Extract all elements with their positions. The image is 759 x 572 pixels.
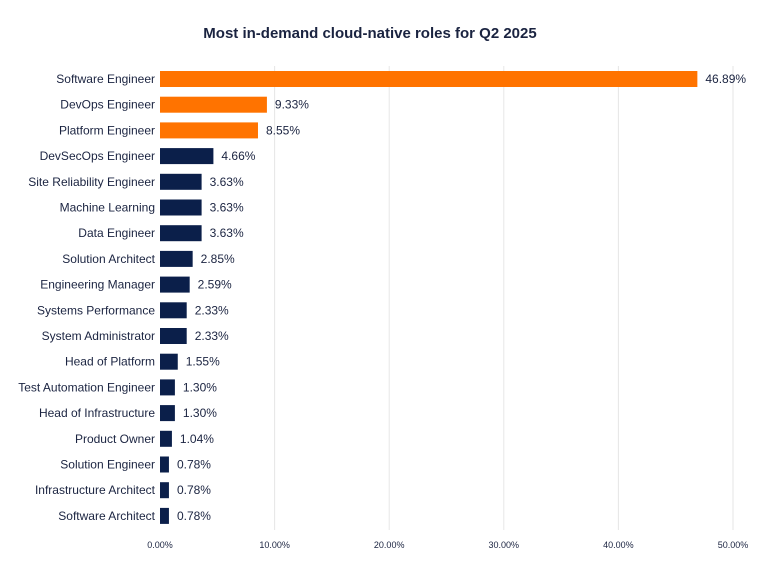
bars <box>160 71 698 524</box>
value-label: 1.30% <box>183 406 217 420</box>
bar <box>160 379 175 396</box>
category-label: Site Reliability Engineer <box>28 175 155 189</box>
bar <box>160 173 202 190</box>
x-tick-label: 30.00% <box>489 540 520 550</box>
bar <box>160 96 267 113</box>
category-label: System Administrator <box>42 329 155 343</box>
value-label: 2.85% <box>201 252 235 266</box>
x-tick-label: 50.00% <box>718 540 749 550</box>
x-tick-label: 20.00% <box>374 540 405 550</box>
category-label: Systems Performance <box>37 303 155 317</box>
bar <box>160 328 187 344</box>
category-label: Engineering Manager <box>40 278 155 292</box>
grid-lines <box>274 66 734 530</box>
value-label: 0.78% <box>177 509 211 523</box>
value-labels: 46.89% 9.33% 8.55% 4.66% 3.63% 3.63% 3.63% 2.85… <box>177 72 746 523</box>
bar <box>160 148 214 165</box>
category-labels: Software Engineer DevOps Engineer Platform… <box>18 72 155 523</box>
value-label: 1.55% <box>186 355 220 369</box>
value-label: 2.59% <box>198 278 232 292</box>
value-label: 2.33% <box>195 329 229 343</box>
bar <box>160 353 178 370</box>
value-label: 8.55% <box>266 123 300 137</box>
bar <box>160 122 258 139</box>
bar <box>160 456 169 473</box>
value-label: 0.78% <box>177 483 211 497</box>
value-label: 1.30% <box>183 380 217 394</box>
category-label: Product Owner <box>75 432 155 446</box>
bar <box>160 276 190 293</box>
value-label: 1.04% <box>180 432 214 446</box>
category-label: DevSecOps Engineer <box>40 149 155 163</box>
category-label: Head of Infrastructure <box>39 406 155 420</box>
category-label: Software Architect <box>58 509 155 523</box>
category-label: Platform Engineer <box>59 123 155 137</box>
bar <box>160 482 169 499</box>
x-tick-label: 10.00% <box>259 540 290 550</box>
value-label: 0.78% <box>177 458 211 472</box>
value-label: 46.89% <box>705 72 746 86</box>
bar <box>160 225 202 242</box>
bar <box>160 250 193 267</box>
value-label: 2.33% <box>195 303 229 317</box>
category-label: Infrastructure Architect <box>35 483 156 497</box>
bar <box>160 405 175 422</box>
category-label: Data Engineer <box>78 226 155 240</box>
bar <box>160 430 172 447</box>
category-label: Software Engineer <box>56 72 155 86</box>
value-label: 4.66% <box>221 149 255 163</box>
category-label: Head of Platform <box>65 355 155 369</box>
category-label: DevOps Engineer <box>60 98 155 112</box>
value-label: 3.63% <box>210 201 244 215</box>
category-label: Test Automation Engineer <box>18 380 155 394</box>
x-tick-label: 0.00% <box>147 540 173 550</box>
x-axis-ticks: 0.00% 10.00% 20.00% 30.00% 40.00% 50.00% <box>147 540 748 550</box>
value-label: 3.63% <box>210 175 244 189</box>
category-label: Solution Architect <box>62 252 155 266</box>
value-label: 9.33% <box>275 98 309 112</box>
bar <box>160 199 202 216</box>
x-tick-label: 40.00% <box>603 540 634 550</box>
category-label: Machine Learning <box>60 201 155 215</box>
bar <box>160 71 698 87</box>
category-label: Solution Engineer <box>60 458 155 472</box>
value-label: 3.63% <box>210 226 244 240</box>
bar <box>160 302 187 319</box>
bar <box>160 507 169 524</box>
chart-title: Most in-demand cloud-native roles for Q2… <box>203 25 536 42</box>
